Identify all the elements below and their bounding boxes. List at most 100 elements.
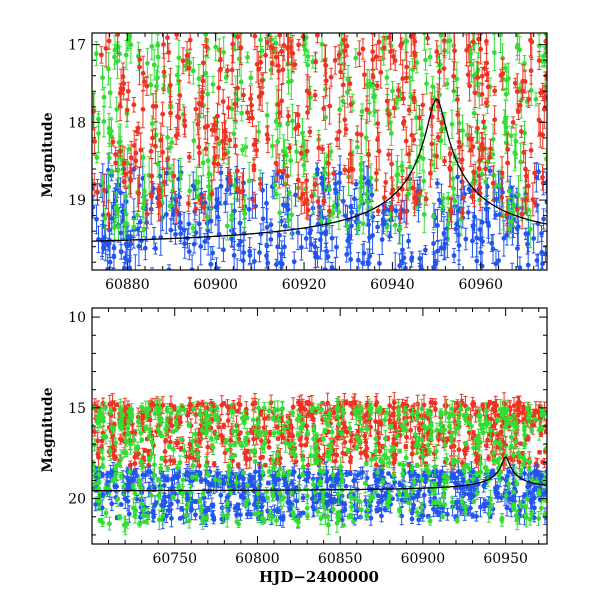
data-point [428,171,433,176]
data-point [232,131,237,136]
data-point [420,103,425,108]
data-point [217,271,222,276]
data-point [417,190,422,195]
data-point [149,44,154,49]
data-point [165,156,170,161]
data-point [348,152,353,157]
data-point [327,187,332,192]
data-point [142,79,147,84]
data-point [266,137,271,142]
data-point [525,242,530,247]
data-point [275,244,280,249]
data-point [493,213,498,218]
data-point [156,55,161,60]
data-point [113,199,118,204]
data-point [255,62,260,67]
data-point [197,221,202,226]
data-point [359,185,364,190]
data-point [225,68,230,73]
data-point [313,60,318,65]
data-point [150,271,155,276]
data-point [337,52,342,57]
data-point [537,58,542,63]
data-point [300,192,305,197]
data-point [285,174,290,179]
data-point [95,189,100,194]
data-point [518,103,523,108]
data-point [296,42,301,47]
data-point [125,108,130,113]
data-point [526,184,531,189]
data-point [241,250,246,255]
data-point [398,43,403,48]
data-point [333,187,338,192]
data-point [115,59,120,64]
data-point [389,131,394,136]
data-point [106,184,111,189]
data-point [461,195,466,200]
data-point [412,98,417,103]
data-point [135,213,140,218]
data-point [191,68,196,73]
data-point [442,241,447,246]
data-point [366,152,371,157]
data-point [486,223,491,228]
data-point [91,205,96,210]
data-point [141,155,146,160]
data-point [185,53,190,58]
data-point [114,205,119,210]
data-point [357,51,362,56]
data-point [365,83,370,88]
data-point [155,75,160,80]
data-point [506,76,511,81]
data-point [330,265,335,270]
data-point [470,195,475,200]
data-point [165,35,170,40]
data-point [439,128,444,133]
data-point [313,93,318,98]
data-point [106,212,111,217]
data-point [236,243,241,248]
data-point [321,106,326,111]
data-point [337,180,342,185]
data-point [223,152,228,157]
data-point [277,169,282,174]
data-point [526,263,531,268]
data-point [289,78,294,83]
data-point [375,137,380,142]
data-point [455,112,460,117]
data-point [198,244,203,249]
data-point [136,244,141,249]
data-point [248,75,253,80]
data-point [290,118,295,123]
data-point [143,246,148,251]
data-point [268,237,273,242]
data-point [287,190,292,195]
data-point [263,53,268,58]
data-point [261,216,266,221]
data-point [509,219,514,224]
data-point [342,117,347,122]
data-point [164,212,169,217]
data-point [442,66,447,71]
data-point [407,108,412,113]
data-point [336,209,341,214]
data-point [398,227,403,232]
data-point [380,237,385,242]
data-point [448,208,453,213]
data-point [500,171,505,176]
data-point [442,38,447,43]
data-point [293,192,298,197]
data-point [365,260,370,265]
data-point [421,179,426,184]
data-point [492,50,497,55]
data-point [532,171,537,176]
data-point [270,61,275,66]
data-point [138,148,143,153]
data-point [301,34,306,39]
data-point [226,105,231,110]
data-point [275,139,280,144]
data-point [388,212,393,217]
data-point [429,142,434,147]
